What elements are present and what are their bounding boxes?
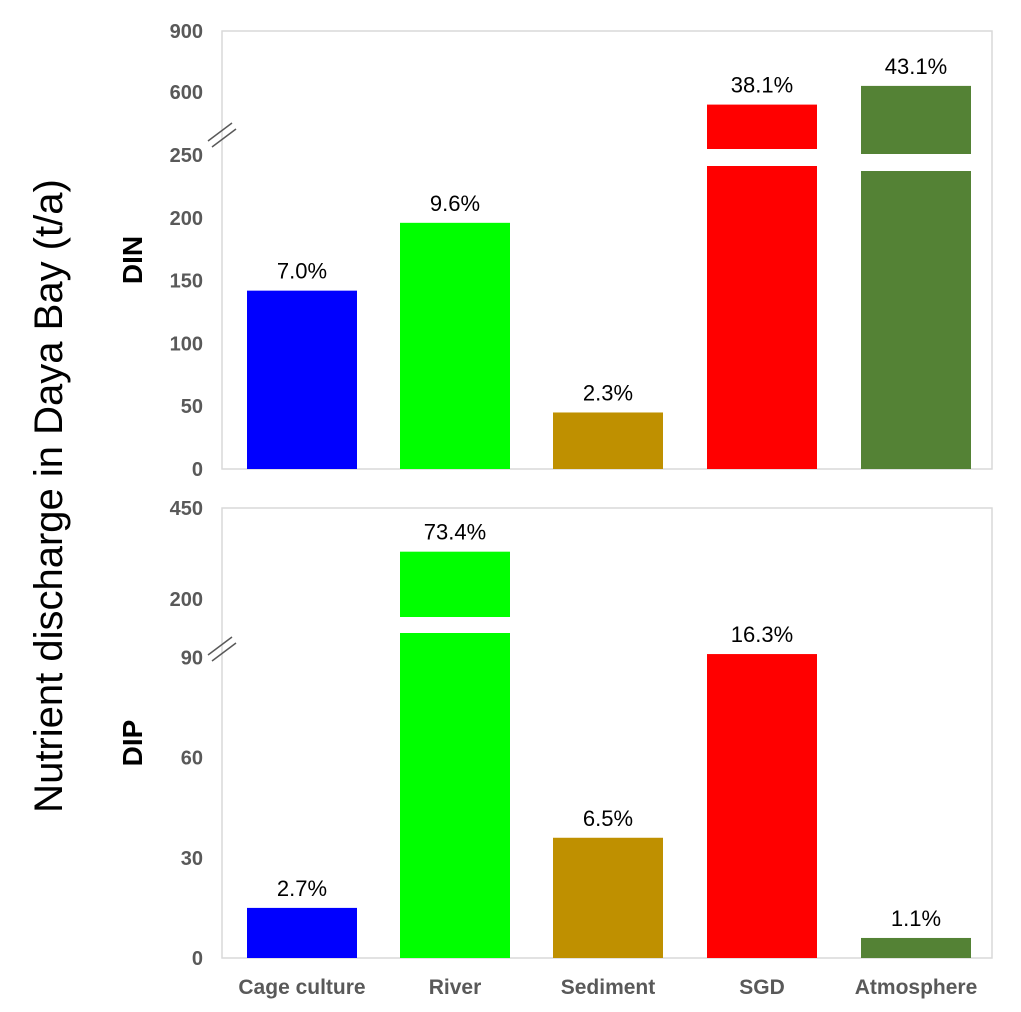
dip-tick-label: 450 <box>170 498 203 520</box>
category-label-atmosphere: Atmosphere <box>855 976 978 999</box>
din-bar-sediment <box>553 412 663 469</box>
din-tick-label: 200 <box>170 208 203 230</box>
dip-panel-label: DIP <box>117 720 148 767</box>
dip-tick-label: 0 <box>192 948 203 970</box>
dip-bar-river <box>400 551 510 958</box>
din-tick-label: 150 <box>170 271 203 293</box>
din-panel-label: DIN <box>117 236 148 284</box>
din-tick-label: 100 <box>170 333 203 355</box>
din-bar-atmosphere <box>861 85 971 470</box>
dip-axis-break-mark <box>207 636 233 656</box>
dip-tick-label: 90 <box>181 647 203 669</box>
din-bar-river <box>400 222 510 469</box>
din-axis-break-mark <box>211 128 237 148</box>
din-bar-cage-culture <box>247 290 357 469</box>
dip-percent-label-cage-culture: 2.7% <box>277 876 327 901</box>
din-percent-label-sediment: 2.3% <box>583 380 633 405</box>
dip-tick-label: 200 <box>170 589 203 611</box>
dip-percent-label-river: 73.4% <box>424 520 486 545</box>
dip-percent-label-sediment: 6.5% <box>583 806 633 831</box>
din-percent-label-sgd: 38.1% <box>731 73 793 98</box>
dip-bar-sediment <box>553 837 663 958</box>
category-label-sgd: SGD <box>739 976 785 999</box>
din-tick-label: 0 <box>192 459 203 481</box>
dip-bar-atmosphere <box>861 937 971 958</box>
din-bar-break-atmosphere <box>859 154 973 171</box>
dip-tick-label: 60 <box>181 748 203 770</box>
din-tick-label: 50 <box>181 396 203 418</box>
dip-bar-break-river <box>398 617 512 633</box>
category-label-cage-culture: Cage culture <box>238 976 365 999</box>
category-label-sediment: Sediment <box>561 976 656 999</box>
y-axis-label: Nutrient discharge in Daya Bay (t/a) <box>27 179 71 813</box>
din-tick-label: 600 <box>170 82 203 104</box>
dip-bar-cage-culture <box>247 907 357 958</box>
din-tick-label: 250 <box>170 145 203 167</box>
din-percent-label-cage-culture: 7.0% <box>277 259 327 284</box>
din-tick-label: 900 <box>170 21 203 43</box>
din-bar-break-sgd <box>705 149 819 166</box>
category-label-river: River <box>429 976 482 999</box>
din-percent-label-river: 9.6% <box>430 191 480 216</box>
dip-percent-label-sgd: 16.3% <box>731 622 793 647</box>
din-axis-break-mark <box>207 122 233 142</box>
dip-axis-break-mark <box>211 642 237 662</box>
din-percent-label-atmosphere: 43.1% <box>885 54 947 79</box>
dip-tick-label: 30 <box>181 848 203 870</box>
dip-bar-sgd <box>707 654 817 958</box>
dip-percent-label-atmosphere: 1.1% <box>891 906 941 931</box>
